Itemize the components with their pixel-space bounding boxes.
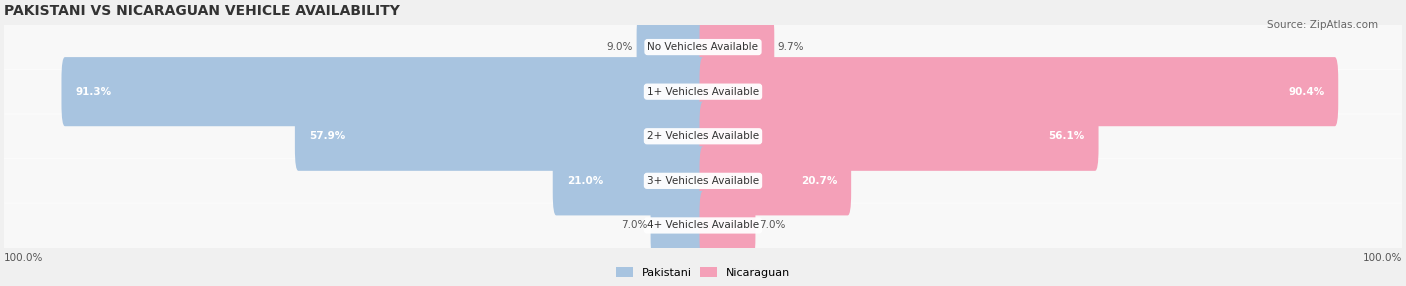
- Text: 9.7%: 9.7%: [778, 42, 804, 52]
- Text: 9.0%: 9.0%: [607, 42, 633, 52]
- Text: 2+ Vehicles Available: 2+ Vehicles Available: [647, 131, 759, 141]
- FancyBboxPatch shape: [4, 24, 1402, 70]
- FancyBboxPatch shape: [700, 191, 755, 260]
- Text: 90.4%: 90.4%: [1288, 87, 1324, 97]
- FancyBboxPatch shape: [553, 146, 706, 215]
- FancyBboxPatch shape: [62, 57, 706, 126]
- FancyBboxPatch shape: [4, 203, 1402, 248]
- Text: 100.0%: 100.0%: [1362, 253, 1402, 263]
- FancyBboxPatch shape: [4, 158, 1402, 204]
- FancyBboxPatch shape: [651, 191, 706, 260]
- Text: Source: ZipAtlas.com: Source: ZipAtlas.com: [1267, 20, 1378, 30]
- Text: 7.0%: 7.0%: [620, 221, 647, 231]
- FancyBboxPatch shape: [295, 102, 706, 171]
- Text: 1+ Vehicles Available: 1+ Vehicles Available: [647, 87, 759, 97]
- Text: 21.0%: 21.0%: [567, 176, 603, 186]
- Legend: Pakistani, Nicaraguan: Pakistani, Nicaraguan: [612, 263, 794, 282]
- Text: No Vehicles Available: No Vehicles Available: [648, 42, 758, 52]
- Text: 7.0%: 7.0%: [759, 221, 786, 231]
- FancyBboxPatch shape: [700, 102, 1098, 171]
- Text: 91.3%: 91.3%: [76, 87, 111, 97]
- Text: 56.1%: 56.1%: [1049, 131, 1084, 141]
- Text: 3+ Vehicles Available: 3+ Vehicles Available: [647, 176, 759, 186]
- Text: 100.0%: 100.0%: [4, 253, 44, 263]
- Text: 20.7%: 20.7%: [801, 176, 837, 186]
- FancyBboxPatch shape: [4, 69, 1402, 114]
- Text: 4+ Vehicles Available: 4+ Vehicles Available: [647, 221, 759, 231]
- FancyBboxPatch shape: [700, 13, 775, 82]
- Text: 57.9%: 57.9%: [309, 131, 344, 141]
- FancyBboxPatch shape: [700, 57, 1339, 126]
- FancyBboxPatch shape: [4, 114, 1402, 159]
- Text: PAKISTANI VS NICARAGUAN VEHICLE AVAILABILITY: PAKISTANI VS NICARAGUAN VEHICLE AVAILABI…: [4, 4, 401, 18]
- FancyBboxPatch shape: [637, 13, 706, 82]
- FancyBboxPatch shape: [700, 146, 851, 215]
